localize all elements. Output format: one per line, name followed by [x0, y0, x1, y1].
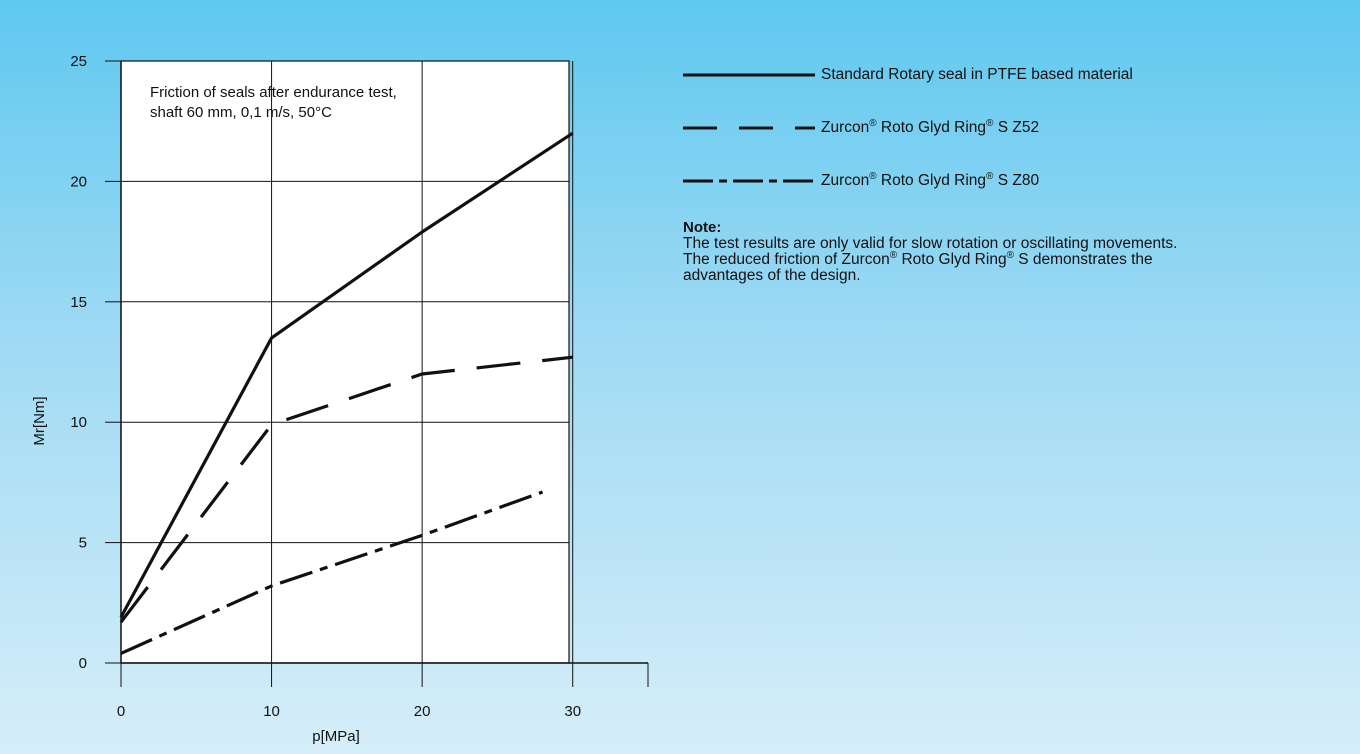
legend-item-standard-rotary-seal: Standard Rotary seal in PTFE based mater…: [683, 62, 1343, 88]
grid: [121, 60, 574, 663]
x-axis-label: p[MPa]: [312, 728, 360, 745]
legend: Standard Rotary seal in PTFE based mater…: [683, 62, 1343, 221]
y-tick-label: 0: [79, 655, 87, 672]
annotation: Friction of seals after endurance test, s…: [150, 84, 397, 121]
legend-label: Zurcon® Roto Glyd Ring® S Z52: [821, 117, 1040, 136]
y-axis-label: Mr[Nm]: [31, 396, 48, 445]
x-tick-label: 10: [263, 703, 280, 720]
note-title: Note:: [683, 219, 722, 236]
y-tick-label: 15: [70, 294, 87, 311]
y-tick-label: 5: [79, 535, 87, 552]
y-tick-label: 25: [70, 53, 87, 70]
note-line: The reduced friction of Zurcon® Roto Gly…: [683, 249, 1153, 268]
legend-swatch-dash-dot: [683, 179, 815, 183]
series-line-3: [120, 490, 544, 655]
y-tick-label: 10: [70, 414, 87, 431]
series-line-2: [119, 355, 573, 624]
y-tick-label: 20: [70, 173, 87, 190]
axes: 0 10 20 30 0 5 10 15 20 25 p[MPa] Mr[Nm]: [31, 53, 649, 745]
legend-item-z52: Zurcon® Roto Glyd Ring® S Z52: [683, 115, 1343, 141]
legend-item-z80: Zurcon® Roto Glyd Ring® S Z80: [683, 168, 1343, 194]
note-line: advantages of the design.: [683, 267, 861, 284]
series-line-1: [119, 131, 574, 618]
note: Note: The test results are only valid fo…: [683, 220, 1353, 284]
legend-swatch-dashed: [683, 126, 815, 130]
note-line: The test results are only valid for slow…: [683, 235, 1178, 252]
legend-label: Zurcon® Roto Glyd Ring® S Z80: [821, 170, 1040, 189]
x-tick-label: 30: [564, 703, 581, 720]
legend-swatch-solid: [683, 73, 815, 77]
chart-annotation-line: Friction of seals after endurance test,: [150, 84, 397, 101]
legend-label: Standard Rotary seal in PTFE based mater…: [821, 66, 1133, 83]
x-tick-label: 0: [117, 703, 125, 720]
x-tick-label: 20: [414, 703, 431, 720]
plot-area: [120, 60, 570, 664]
chart-annotation-line: shaft 60 mm, 0,1 m/s, 50°C: [150, 104, 332, 121]
